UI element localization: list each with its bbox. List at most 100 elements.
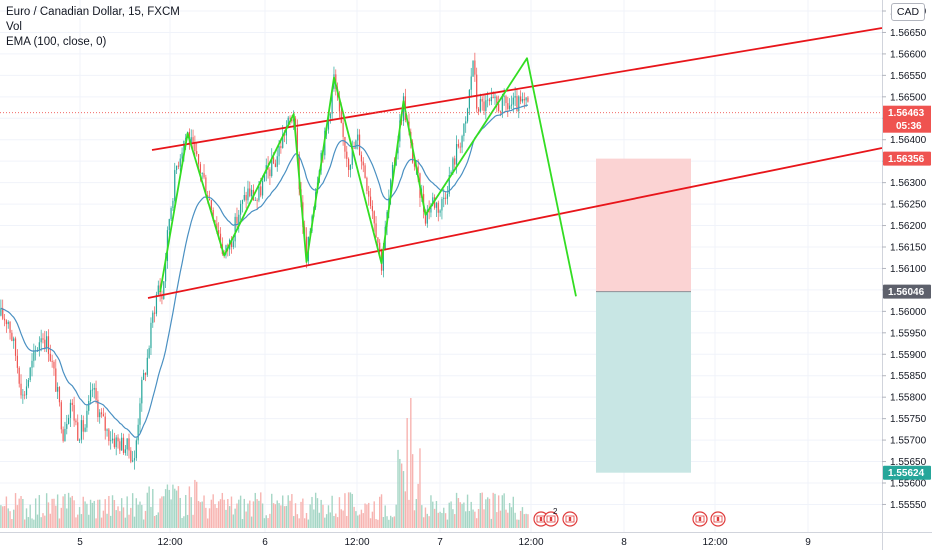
- volume-bar: [93, 500, 95, 528]
- candle-body: [11, 332, 13, 341]
- volume-bar: [175, 490, 178, 528]
- price-tick-label: 1.56650: [890, 28, 927, 39]
- candle-body: [382, 250, 384, 271]
- symbol-title[interactable]: Euro / Canadian Dollar, 15, FXCM: [6, 6, 180, 18]
- candle-body: [174, 170, 176, 201]
- volume-bar: [477, 509, 480, 528]
- volume-bar: [100, 517, 103, 528]
- volume-bar: [73, 500, 75, 528]
- price-axis[interactable]: 1.567001.566501.566001.565501.565001.564…: [882, 7, 927, 511]
- candle-body: [49, 353, 51, 361]
- economic-events[interactable]: 2: [533, 507, 726, 527]
- candle-body: [282, 134, 284, 148]
- volume-bar: [185, 494, 187, 528]
- volume-bar: [179, 497, 181, 528]
- candle-body: [203, 173, 205, 178]
- volume-bar: [228, 506, 231, 528]
- candle-body: [113, 438, 115, 448]
- channel-lines[interactable]: [147, 27, 883, 299]
- candle-body: [280, 146, 282, 148]
- zigzag-line[interactable]: [159, 57, 577, 297]
- channel-lower-line[interactable]: [147, 147, 883, 299]
- volume-bar: [459, 502, 461, 528]
- currency-button[interactable]: CAD: [891, 3, 925, 21]
- volume-legend[interactable]: Vol: [6, 21, 22, 33]
- time-tick-label: 7: [437, 537, 443, 548]
- price-tick-label: 1.55800: [890, 393, 927, 404]
- candle-body: [69, 402, 72, 418]
- volume-bar: [388, 519, 390, 528]
- volume-bar: [66, 508, 68, 528]
- short-position-tool[interactable]: [596, 158, 691, 473]
- volume-bar: [27, 517, 30, 528]
- volume-bar: [353, 506, 355, 528]
- volume-bar: [329, 512, 331, 528]
- candle-body: [148, 348, 150, 358]
- volume-bar: [338, 497, 341, 528]
- stop-price-tag-bg: [883, 151, 931, 166]
- candle-body: [247, 188, 249, 201]
- candle-body: [102, 414, 104, 417]
- candle-body: [110, 440, 112, 442]
- volume-bar: [192, 514, 194, 528]
- volume-bar: [55, 505, 57, 528]
- volume-bar: [382, 517, 385, 528]
- volume-bar: [29, 504, 31, 528]
- volume-bar: [311, 496, 313, 528]
- volume-bar: [417, 483, 419, 528]
- volume-bar: [342, 510, 344, 528]
- volume-bar: [71, 495, 73, 528]
- volume-bar: [307, 519, 310, 528]
- candle-body: [446, 193, 449, 199]
- volume-bar: [84, 501, 86, 528]
- volume-bar: [362, 513, 364, 528]
- candle-body: [108, 429, 110, 442]
- candle-body: [135, 440, 137, 459]
- volume-bar: [521, 507, 524, 528]
- canada-flag-icon[interactable]: [692, 511, 708, 527]
- price-tick-label: 1.56550: [890, 71, 927, 82]
- volume-bar: [303, 518, 306, 528]
- volume-bar: [313, 509, 315, 528]
- plot-background: [0, 0, 882, 532]
- canada-flag-icon[interactable]: [562, 511, 578, 527]
- candle-body: [505, 96, 507, 104]
- candle-body: [251, 189, 253, 197]
- volume-bar: [206, 518, 209, 528]
- volume-bar: [137, 504, 139, 528]
- volume-bar: [69, 497, 72, 528]
- ema-legend[interactable]: EMA (100, close, 0): [6, 36, 107, 48]
- volume-bar: [234, 508, 236, 528]
- canada-flag-icon[interactable]: [710, 511, 726, 527]
- volume-bar: [159, 498, 161, 528]
- candle-body: [218, 230, 220, 234]
- time-tick-label: 5: [77, 537, 83, 548]
- candle-body: [234, 216, 236, 242]
- channel-upper-line[interactable]: [151, 27, 883, 151]
- volume-bar: [111, 495, 114, 528]
- take-profit-zone[interactable]: [596, 291, 691, 473]
- canada-flag-icon[interactable]: [543, 511, 559, 527]
- maple-leaf: [549, 517, 553, 521]
- stop-loss-zone[interactable]: [596, 158, 691, 292]
- volume-bar: [18, 498, 20, 528]
- volume-bar: [34, 498, 37, 528]
- volume-bar: [287, 495, 289, 528]
- volume-bar: [263, 518, 266, 528]
- candle-body: [199, 164, 201, 174]
- volume-bar: [393, 516, 396, 528]
- time-axis[interactable]: 5 12:00 6 12:00 7 12:00 8 12:00 9: [77, 537, 811, 548]
- candle-body: [88, 401, 90, 411]
- maple-leaf: [568, 517, 572, 521]
- candle-body: [0, 308, 2, 316]
- candle-body: [245, 194, 247, 201]
- volume-bar: [369, 518, 372, 528]
- zigzag-pattern[interactable]: [159, 57, 577, 297]
- candle-body: [68, 417, 70, 424]
- time-tick-label: 12:00: [157, 537, 182, 548]
- candle-body: [510, 104, 513, 106]
- volume-bar: [190, 497, 192, 528]
- candle-body: [29, 367, 31, 381]
- volume-bar: [11, 519, 13, 528]
